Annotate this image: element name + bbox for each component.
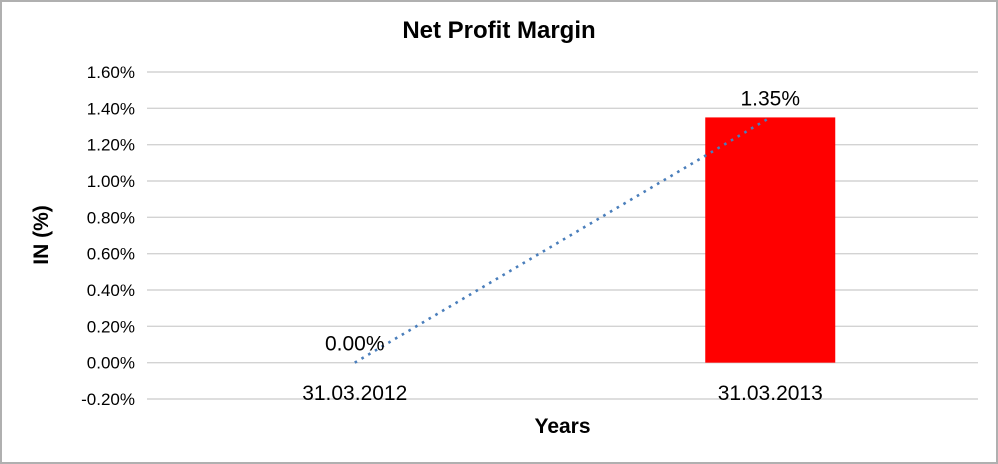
x-category-label: 31.03.2013 bbox=[718, 382, 823, 405]
data-label: 0.00% bbox=[325, 333, 385, 356]
data-label: 1.35% bbox=[740, 87, 800, 110]
bar-31.03.2013 bbox=[705, 117, 836, 363]
y-tick-label: 0.60% bbox=[87, 245, 135, 264]
y-tick-label: -0.20% bbox=[81, 390, 135, 409]
y-tick-label: 1.40% bbox=[87, 99, 135, 118]
y-tick-label: 1.60% bbox=[87, 63, 135, 82]
trendline bbox=[354, 116, 771, 364]
x-axis-title: Years bbox=[534, 415, 591, 438]
y-tick-label: 1.20% bbox=[87, 136, 135, 155]
y-tick-label: 0.80% bbox=[87, 208, 135, 227]
chart-title: Net Profit Margin bbox=[402, 17, 596, 44]
y-tick-label: 0.00% bbox=[87, 354, 135, 373]
x-category-label: 31.03.2012 bbox=[302, 382, 407, 405]
y-tick-label: 0.40% bbox=[87, 281, 135, 300]
y-tick-label: 1.00% bbox=[87, 172, 135, 191]
y-tick-label: 0.20% bbox=[87, 317, 135, 336]
